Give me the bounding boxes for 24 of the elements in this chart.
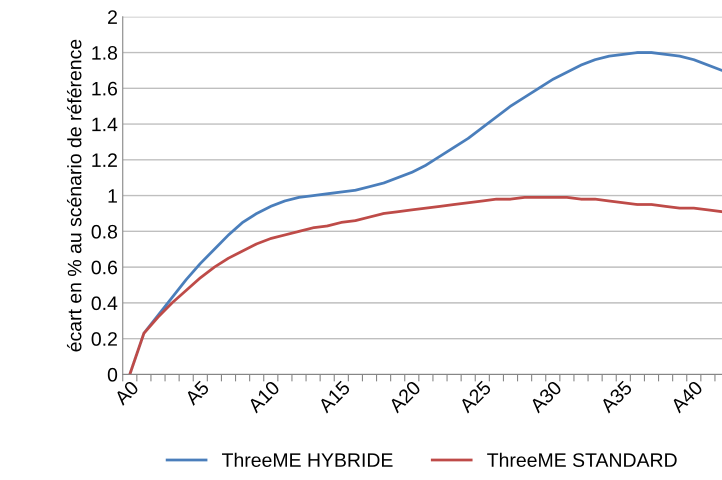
y-tick-label: 0.4: [92, 296, 118, 310]
legend-label: ThreeME HYBRIDE: [222, 452, 393, 467]
y-tick-label: 1.8: [92, 46, 118, 60]
y-tick-label: 0: [108, 368, 118, 382]
x-tick-label: A10: [246, 380, 280, 414]
x-tick-label: A40: [670, 380, 704, 414]
y-tick-label: 1.6: [92, 82, 118, 96]
x-tick-label: A0: [113, 380, 140, 406]
x-tick-label: A30: [528, 380, 562, 414]
y-tick-label: 2: [108, 10, 117, 24]
y-tick-label: 1.4: [92, 118, 118, 132]
x-tick-label: A35: [599, 380, 633, 414]
x-tick-label: A25: [458, 380, 492, 414]
y-tick-label: 0.8: [92, 224, 118, 239]
y-tick-label: 1: [108, 189, 117, 203]
y-tick-label: 0.6: [92, 260, 118, 274]
y-tick-label: 0.2: [92, 332, 117, 346]
line-series: [128, 196, 722, 374]
x-tick-label: A5: [184, 380, 210, 406]
x-tick-label: A15: [317, 380, 351, 414]
legend-label: ThreeME STANDARD: [487, 452, 677, 467]
y-tick-label: 1.2: [92, 153, 117, 167]
x-tick-label: A20: [388, 380, 422, 414]
y-axis-title: écart en % au scénario de référence: [66, 40, 82, 352]
